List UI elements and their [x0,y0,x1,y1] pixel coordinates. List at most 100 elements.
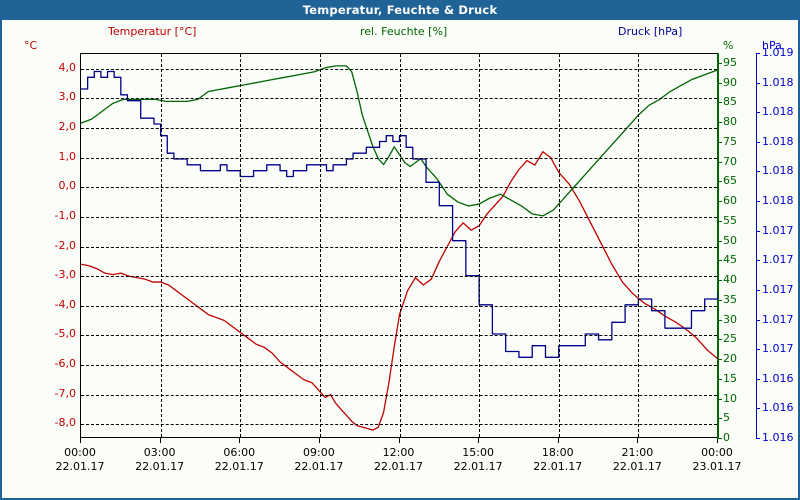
humidity-tick-mark [717,299,722,301]
pressure-tick-mark [756,260,760,262]
humidity-tick-label: 25 [723,332,737,346]
pressure-tick-label: 1.018 [762,194,794,208]
pressure-tick-mark [756,319,760,321]
humidity-tick-label: 65 [723,174,737,188]
pressure-tick-mark [756,408,760,410]
humidity-tick-mark [717,141,722,143]
pressure-tick-label: 1.018 [762,75,794,89]
humidity-tick-label: 40 [723,273,737,287]
gridline-horizontal [81,335,717,337]
temperature-tick-label: -1,0 [54,208,76,222]
gridline-horizontal [81,394,717,396]
gridline-horizontal [81,246,717,248]
gridline-horizontal [81,128,717,130]
humidity-tick-mark [717,122,722,124]
humidity-tick-mark [717,240,722,242]
time-tick-time: 00:00 [701,446,733,459]
series-line [81,70,718,358]
gridline-horizontal [81,276,717,278]
humidity-tick-label: 75 [723,134,737,148]
pressure-tick-label: 1.018 [762,134,794,148]
pressure-tick-mark [756,349,760,351]
humidity-tick-mark [717,398,722,400]
humidity-tick-mark [717,359,722,361]
humidity-tick-label: 90 [723,75,737,89]
humidity-tick-mark [717,260,722,262]
temperature-tick-label: 1,0 [58,149,77,163]
pressure-tick-mark [756,438,760,439]
time-tick-time: 06:00 [223,446,256,459]
temperature-tick-label: -7,0 [54,386,76,400]
humidity-tick-mark [717,102,722,104]
pressure-tick-mark [756,378,760,380]
time-tick-mark [80,438,81,443]
pressure-tick-mark [756,82,760,84]
window-titlebar: Temperatur, Feuchte & Druck [2,0,798,20]
humidity-tick-label: 95 [723,55,737,69]
humidity-tick-label: 35 [723,292,737,306]
time-tick-time: 00:00 [64,446,96,459]
temperature-tick-label: 3,0 [58,90,77,104]
gridline-horizontal [81,68,717,70]
series-layer [81,65,718,431]
gridline-vertical [399,54,401,437]
humidity-tick-mark [717,201,722,203]
temperature-axis: 4,0 3,0 2,0 1,0 0,0 -1,0 -2,0 -3,0 -4,0 -5,0 -6,0 -… [2,20,76,498]
pressure-tick-label: 1.016 [762,401,794,415]
time-tick-date: 22.01.17 [374,460,423,473]
time-tick-time: 09:00 [303,446,335,459]
time-tick-mark [239,438,241,443]
time-tick-label: 00:00 23.01.17 [677,446,757,474]
plot-area [80,53,718,438]
temperature-tick-label: -8,0 [54,416,76,430]
pressure-tick-label: 1.018 [762,164,794,178]
time-tick-label: 00:00 22.01.17 [40,446,120,474]
time-tick-label: 15:00 22.01.17 [438,446,518,474]
gridline-vertical [558,54,560,437]
time-tick-date: 23.01.17 [692,460,742,473]
pressure-tick-mark [756,201,760,203]
gridline-horizontal [81,305,717,307]
gridline-vertical [319,54,321,437]
humidity-tick-label: 10 [723,391,737,405]
temperature-tick-label: 4,0 [58,60,77,74]
humidity-tick-mark [717,82,722,84]
humidity-tick-label: 5 [723,411,730,425]
pressure-tick-label: 1.017 [762,223,794,237]
gridline-horizontal [81,157,717,159]
time-tick-date: 22.01.17 [135,460,185,473]
chart-canvas: Temperatur [°C] rel. Feuchte [%] Druck [… [2,20,798,498]
pressure-tick-mark [756,112,760,114]
temperature-axis-unit: °C [24,39,38,52]
temperature-tick-label: -2,0 [54,238,76,252]
time-tick-date: 22.01.17 [214,460,264,473]
pressure-tick-label: 1.017 [762,342,794,356]
gridline-vertical [160,54,162,437]
time-tick-label: 12:00 22.01.17 [359,446,439,474]
pressure-tick-label: 1.019 [762,46,794,59]
humidity-tick-label: 85 [723,95,737,109]
pressure-tick-mark [756,53,760,54]
series-line [81,151,718,431]
humidity-tick-mark [717,438,722,439]
gridline-horizontal [81,187,717,189]
humidity-tick-mark [717,418,722,420]
pressure-tick-mark [756,171,760,173]
time-tick-mark [637,438,639,443]
pressure-tick-label: 1.017 [762,282,794,296]
time-tick-label: 09:00 22.01.17 [279,446,359,474]
time-tick-label: 21:00 22.01.17 [597,446,677,474]
humidity-tick-label: 60 [723,194,737,208]
humidity-tick-label: 30 [723,312,737,326]
time-tick-mark [318,438,320,443]
time-tick-time: 12:00 [382,446,415,459]
pressure-axis-line [756,53,757,439]
pressure-tick-label: 1.016 [762,431,794,444]
time-tick-mark [557,438,559,443]
pressure-axis-unit: hPa [762,39,782,52]
humidity-tick-mark [717,161,722,163]
temperature-tick-label: 2,0 [58,120,77,134]
humidity-tick-mark [717,280,722,282]
temperature-tick-label: -4,0 [54,297,76,311]
